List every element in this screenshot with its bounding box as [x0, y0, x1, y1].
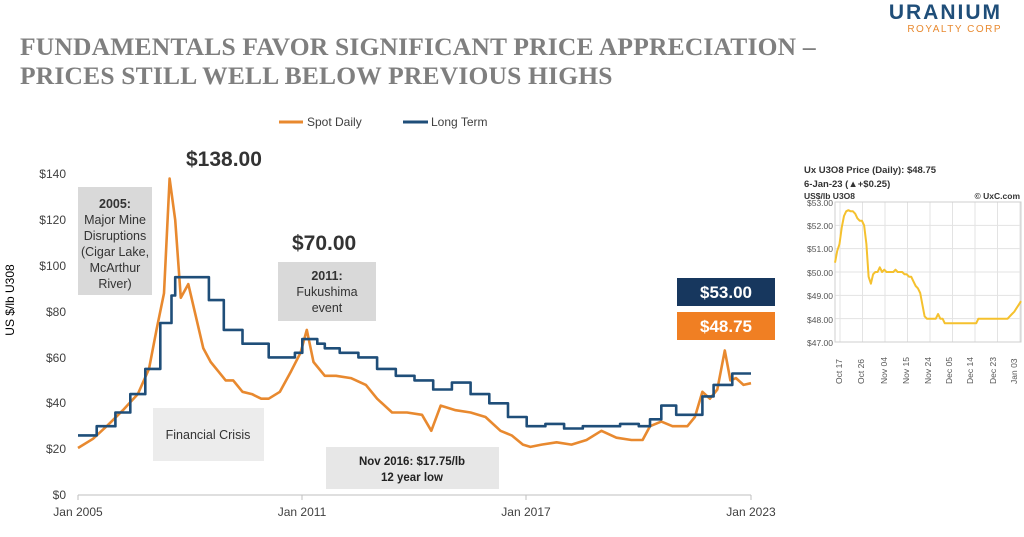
- legend-label-long-term: Long Term: [431, 115, 487, 129]
- inset-x-tick-label: Oct 26: [856, 359, 866, 384]
- annotation-12-year-low: Nov 2016: $17.75/lb 12 year low: [326, 447, 499, 489]
- inset-y-tick-label: $52.00: [807, 221, 833, 231]
- inset-x-tick-label: Dec 23: [988, 357, 998, 384]
- x-tick-label: Jan 2011: [278, 505, 327, 519]
- inset-y-label: US$/lb U3O8: [804, 191, 855, 201]
- inset-plot-frame: [834, 201, 1022, 343]
- inset-y-tick-label: $49.00: [807, 291, 833, 301]
- logo-wordmark: URANIUM: [888, 1, 1002, 24]
- annotation-line: Disruptions: [84, 229, 147, 243]
- annotation-line: Nov 2016: $17.75/lb: [359, 456, 465, 468]
- annotation-box: [153, 408, 264, 461]
- x-axis-ticks: Jan 2005 Jan 2011 Jan 2017 Jan 2023: [53, 495, 776, 519]
- annotation-line: Financial Crisis: [166, 428, 251, 442]
- y-tick-label: $0: [53, 488, 67, 502]
- inset-x-tick-label: Jan 03: [1009, 358, 1019, 384]
- x-tick-label: Jan 2005: [53, 505, 103, 519]
- slide-title-line-2: PRICES STILL WELL BELOW PREVIOUS HIGHS: [20, 61, 613, 90]
- inset-subheader: 6-Jan-23 (▲+$0.25): [804, 179, 890, 190]
- y-tick-label: $100: [39, 259, 66, 273]
- badge-text: $48.75: [700, 317, 752, 336]
- annotation-box: [278, 262, 376, 321]
- annotation-line: River): [98, 277, 131, 291]
- legend-label-spot: Spot Daily: [307, 115, 362, 129]
- inset-line-layer: [834, 209, 1022, 325]
- inset-x-tick-label: Nov 24: [923, 357, 933, 384]
- badge-background: [677, 312, 775, 340]
- badge-text: $53.00: [700, 283, 752, 302]
- series-line-spot-daily: [77, 177, 752, 450]
- x-tick-label: Jan 2017: [501, 505, 551, 519]
- inset-x-tick-label: Dec 05: [944, 357, 954, 384]
- inset-x-ticks: Oct 17 Oct 26 Nov 04 Nov 15 Nov 24 Dec 0…: [834, 357, 1019, 384]
- y-tick-label: $40: [46, 396, 66, 410]
- inset-x-tick-label: Oct 17: [834, 359, 844, 384]
- fukushima-price-label: $70.00: [292, 232, 356, 255]
- inset-daily-chart: Ux U3O8 Price (Daily): $48.75 6-Jan-23 (…: [804, 165, 1022, 384]
- y-axis-ticks: $0 $20 $40 $60 $80 $100 $120 $140: [39, 167, 66, 502]
- annotation-line: event: [312, 301, 343, 315]
- inset-header: Ux U3O8 Price (Daily): $48.75: [804, 165, 937, 176]
- annotation-box: [326, 447, 499, 489]
- y-tick-label: $80: [46, 305, 66, 319]
- company-logo: URANIUM ROYALTY CORP: [888, 1, 1002, 36]
- inset-y-tick-label: $51.00: [807, 244, 833, 254]
- y-tick-label: $20: [46, 442, 66, 456]
- x-tick-label: Jan 2023: [726, 505, 776, 519]
- inset-x-tick-label: Nov 15: [901, 357, 911, 384]
- annotation-line: Major Mine: [84, 213, 146, 227]
- annotation-mine-disruptions: 2005: Major Mine Disruptions (Cigar Lake…: [78, 187, 152, 295]
- inset-y-tick-label: $47.00: [807, 338, 833, 348]
- inset-grid: [834, 201, 1022, 343]
- annotation-line: McArthur: [90, 261, 141, 275]
- long-term-price-badge: $53.00: [677, 278, 775, 306]
- annotation-line: 2011:: [311, 269, 342, 283]
- y-axis-label: US $/lb U308: [3, 264, 17, 336]
- inset-x-tick-label: Nov 04: [879, 357, 889, 384]
- inset-y-ticks: $47.00 $48.00 $49.00 $50.00 $51.00 $52.0…: [807, 198, 833, 348]
- annotation-financial-crisis: Financial Crisis: [153, 408, 264, 461]
- annotation-line: (Cigar Lake,: [81, 245, 149, 259]
- inset-price-line: [834, 209, 1022, 325]
- annotation-fukushima: 2011: Fukushima event: [278, 262, 376, 321]
- annotation-line: 12 year low: [381, 472, 443, 484]
- peak-price-label: $138.00: [186, 148, 262, 171]
- inset-source: © UxC.com: [975, 191, 1021, 201]
- inset-y-tick-label: $48.00: [807, 315, 833, 325]
- y-tick-label: $120: [39, 213, 66, 227]
- inset-y-tick-label: $53.00: [807, 198, 833, 208]
- chart-legend: Spot Daily Long Term: [279, 115, 487, 129]
- badge-background: [677, 278, 775, 306]
- spot-price-badge: $48.75: [677, 312, 775, 340]
- slide-title: FUNDAMENTALS FAVOR SIGNIFICANT PRICE APP…: [20, 32, 816, 90]
- series-line-long-term: [78, 275, 751, 437]
- slide-title-line-1: FUNDAMENTALS FAVOR SIGNIFICANT PRICE APP…: [20, 32, 816, 61]
- inset-y-tick-label: $50.00: [807, 268, 833, 278]
- y-tick-label: $60: [46, 351, 66, 365]
- annotation-box: [78, 187, 152, 295]
- y-tick-label: $140: [39, 167, 66, 181]
- logo-tagline: ROYALTY CORP: [907, 24, 1002, 35]
- annotation-line: 2005:: [99, 197, 131, 211]
- annotation-line: Fukushima: [296, 285, 357, 299]
- series-layer: [77, 177, 752, 450]
- inset-x-tick-label: Dec 14: [965, 357, 975, 384]
